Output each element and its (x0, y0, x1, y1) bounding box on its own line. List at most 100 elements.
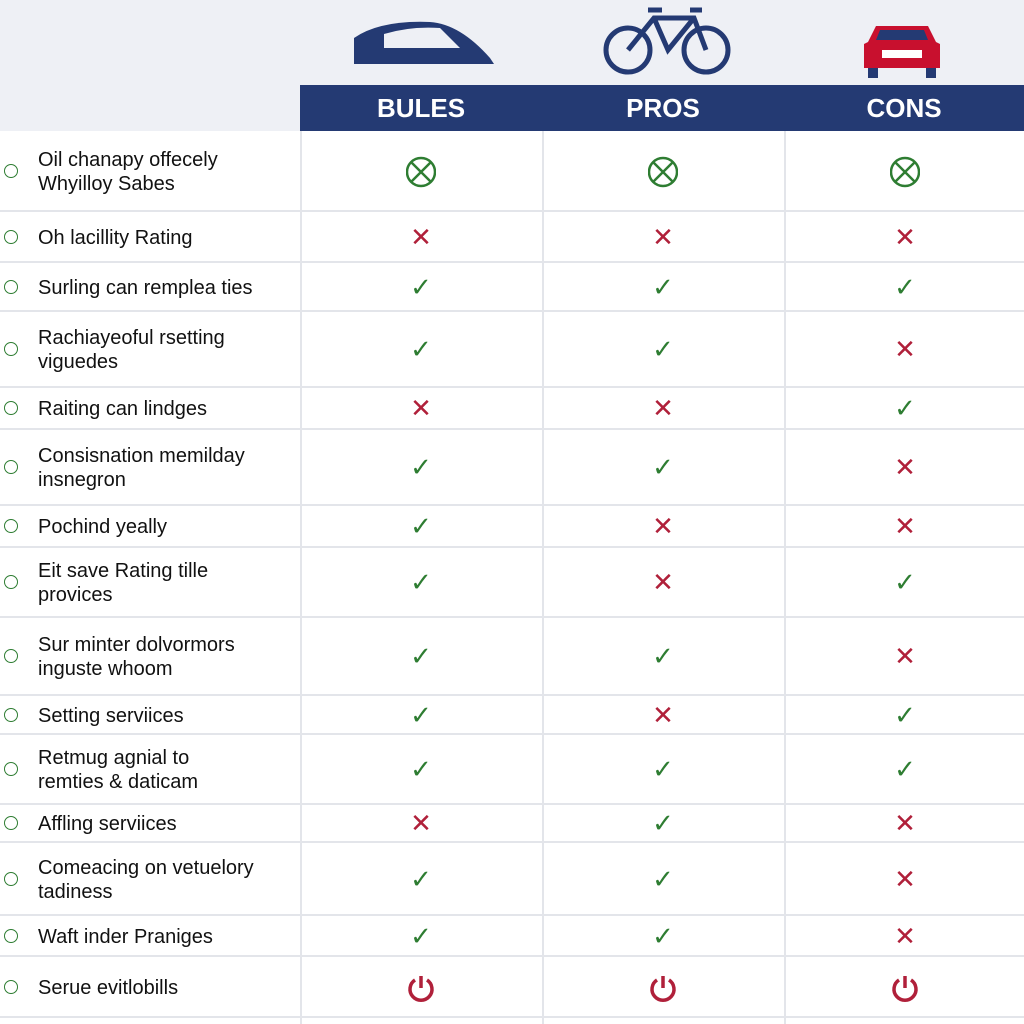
status-mark: ✓ (894, 394, 916, 424)
status-mark: ✓ (652, 335, 674, 365)
row-bullet (4, 229, 18, 244)
status-mark: ✓ (410, 453, 432, 483)
table-row (0, 212, 1024, 263)
status-mark: ✓ (410, 272, 432, 303)
status-mark: ✕ (894, 921, 916, 952)
row-label: Consisnation memilday insnegron (38, 445, 245, 491)
row-label: Sur minter dolvormors inguste whoom (38, 634, 235, 680)
table-row (0, 916, 1024, 957)
column-header: BULES (300, 85, 542, 131)
status-icon (784, 131, 1024, 212)
status-mark: ✓ (410, 700, 432, 731)
table-row (0, 696, 1024, 735)
row-bullet (4, 979, 18, 994)
status-icon (300, 131, 542, 212)
row-label: Retmug agnial to remties & daticam (38, 747, 199, 793)
row-label: Rachiayeoful rsetting viguedes (38, 327, 225, 373)
status-mark: ✓ (652, 453, 674, 483)
row-label: Affling serviices (38, 813, 177, 835)
status-mark: ✕ (652, 394, 674, 424)
column-divider (300, 131, 302, 1024)
table-row (0, 805, 1024, 843)
status-mark: ✕ (894, 864, 916, 895)
status-mark: ✓ (652, 642, 674, 672)
status-mark: ✓ (894, 568, 916, 598)
status-icon (542, 131, 784, 212)
row-label: Eit save Rating tille provices (38, 560, 209, 606)
row-label: Pochind yeally (38, 516, 167, 538)
status-mark: ✓ (652, 809, 674, 839)
car-icon (354, 21, 494, 64)
table-row (0, 843, 1024, 916)
row-bullet (4, 707, 18, 722)
column-divider (542, 131, 544, 1024)
table-row (0, 506, 1024, 548)
column-header: CONS (784, 85, 1024, 131)
status-mark: ✓ (410, 921, 432, 952)
bike-icon (603, 7, 731, 75)
table-row (0, 263, 1024, 312)
row-bullet (4, 163, 18, 178)
table-row (0, 548, 1024, 618)
row-bullet (4, 871, 18, 886)
status-icon (542, 957, 784, 1018)
status-mark: ✕ (894, 512, 916, 542)
status-mark: ✕ (410, 222, 432, 253)
row-label: Serue evitlobills (38, 976, 179, 999)
status-mark: ✕ (894, 335, 916, 365)
status-mark: ✕ (410, 809, 432, 839)
status-mark: ✕ (894, 453, 916, 483)
status-mark: ✓ (652, 921, 674, 952)
row-bullet (4, 460, 18, 474)
row-label: Surling can remplea ties (38, 276, 253, 299)
status-icon (300, 957, 542, 1018)
row-bullet (4, 342, 18, 356)
status-mark: ✕ (652, 568, 674, 598)
row-bullet (4, 279, 18, 294)
row-label: Raiting can lindges (38, 398, 207, 420)
row-bullet (4, 401, 18, 415)
table-row (0, 618, 1024, 696)
status-mark: ✕ (410, 394, 432, 424)
status-mark: ✕ (894, 222, 916, 253)
status-mark: ✓ (410, 335, 432, 365)
table-row (0, 388, 1024, 430)
row-bullet (4, 649, 18, 663)
table-row (0, 312, 1024, 388)
column-divider (784, 131, 786, 1024)
row-label: Comeacing on vetuelory tadiness (38, 856, 254, 903)
status-mark: ✕ (652, 222, 674, 253)
row-label: Setting serviices (38, 704, 184, 727)
table-row (0, 131, 1024, 212)
status-mark: ✕ (894, 642, 916, 672)
status-mark: ✓ (410, 568, 432, 598)
status-mark: ✓ (652, 272, 674, 303)
row-label: Oil chanapy offecely Whyilloy Sabes (38, 148, 218, 195)
row-bullet (4, 816, 18, 830)
status-mark: ✓ (652, 755, 674, 785)
table-row (0, 957, 1024, 1018)
status-mark: ✓ (894, 755, 916, 785)
status-mark: ✓ (410, 512, 432, 542)
row-label: Waft inder Praniges (38, 925, 213, 948)
row-bullet (4, 762, 18, 776)
status-mark: ✓ (410, 864, 432, 895)
table-row (0, 735, 1024, 805)
status-mark: ✓ (410, 642, 432, 672)
status-mark: ✕ (894, 809, 916, 839)
status-mark: ✓ (894, 700, 916, 731)
row-bullet (4, 519, 18, 533)
status-mark: ✓ (410, 755, 432, 785)
row-label: Oh lacillity Rating (38, 226, 193, 249)
status-icon (784, 957, 1024, 1018)
table-row (0, 430, 1024, 506)
status-mark: ✕ (652, 512, 674, 542)
row-bullet (4, 928, 18, 943)
status-mark: ✓ (652, 864, 674, 895)
status-mark: ✕ (652, 700, 674, 731)
status-mark: ✓ (894, 272, 916, 303)
column-header: PROS (542, 85, 784, 131)
sedan-icon (864, 26, 940, 78)
row-bullet (4, 575, 18, 589)
